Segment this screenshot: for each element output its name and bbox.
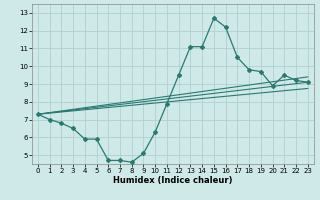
X-axis label: Humidex (Indice chaleur): Humidex (Indice chaleur) <box>113 176 233 185</box>
